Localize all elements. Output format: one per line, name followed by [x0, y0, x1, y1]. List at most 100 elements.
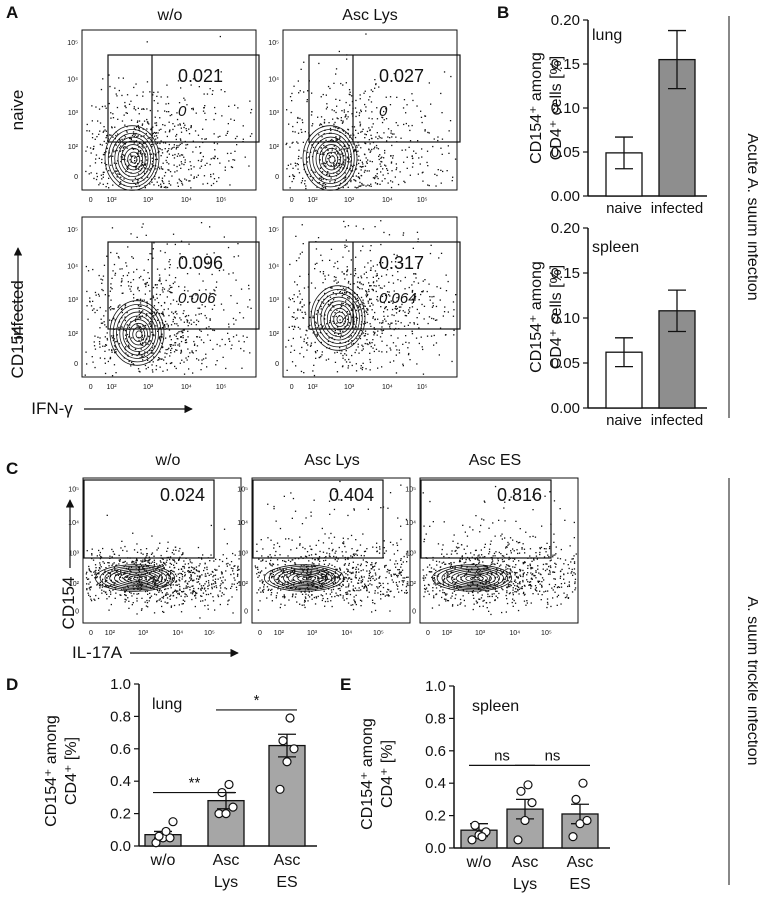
- event-dot: [176, 144, 178, 147]
- event-dot: [345, 354, 348, 356]
- event-dot: [139, 305, 141, 307]
- event-dot: [124, 306, 126, 308]
- event-dot: [323, 583, 326, 585]
- event-dot: [146, 553, 148, 555]
- event-dot: [364, 335, 366, 337]
- event-dot: [324, 579, 326, 582]
- event-dot: [164, 131, 167, 133]
- event-dot: [376, 173, 378, 175]
- event-dot: [159, 565, 161, 567]
- event-dot: [376, 118, 379, 120]
- event-dot: [184, 99, 186, 101]
- event-dot: [371, 118, 373, 120]
- event-dot: [346, 598, 348, 600]
- event-dot: [98, 108, 101, 110]
- event-dot: [374, 79, 376, 81]
- event-dot: [547, 603, 549, 605]
- event-dot: [291, 539, 293, 541]
- event-dot: [155, 368, 157, 371]
- event-dot: [218, 565, 220, 567]
- event-dot: [541, 525, 543, 527]
- event-dot: [202, 155, 204, 158]
- event-dot: [168, 163, 170, 165]
- event-dot: [338, 149, 341, 151]
- event-dot: [183, 565, 185, 568]
- event-dot: [351, 578, 353, 580]
- event-dot: [123, 573, 125, 575]
- event-dot: [108, 170, 110, 172]
- event-dot: [137, 107, 139, 109]
- contour-line: [297, 575, 316, 582]
- event-dot: [325, 165, 327, 167]
- event-dot: [376, 586, 378, 588]
- event-dot: [476, 569, 478, 571]
- event-dot: [343, 293, 345, 296]
- event-dot: [128, 328, 130, 330]
- event-dot: [311, 111, 313, 113]
- event-dot: [321, 577, 323, 579]
- event-dot: [88, 565, 90, 568]
- event-dot: [135, 166, 137, 168]
- event-dot: [233, 573, 235, 575]
- event-dot: [297, 163, 299, 166]
- event-dot: [372, 177, 375, 179]
- event-dot: [356, 294, 358, 296]
- event-dot: [313, 596, 315, 599]
- event-dot: [209, 88, 211, 90]
- event-dot: [179, 124, 181, 126]
- event-dot: [365, 161, 368, 163]
- event-dot: [139, 312, 142, 314]
- panel-a-infected-w/o-events: [84, 222, 252, 377]
- event-dot: [326, 598, 329, 600]
- event-dot: [389, 96, 392, 98]
- event-dot: [136, 325, 138, 327]
- event-dot: [424, 279, 426, 281]
- event-dot: [382, 593, 385, 595]
- event-dot: [99, 581, 101, 583]
- event-dot: [172, 549, 175, 551]
- event-dot: [409, 140, 412, 142]
- event-dot: [343, 161, 345, 163]
- event-dot: [422, 280, 424, 282]
- event-dot: [110, 579, 112, 581]
- event-dot: [96, 172, 98, 175]
- panel-c-asc-es-ytick: 10⁵: [405, 487, 416, 494]
- event-dot: [187, 336, 189, 338]
- event-dot: [205, 593, 208, 596]
- event-dot: [446, 570, 448, 572]
- event-dot: [371, 562, 373, 564]
- event-dot: [295, 165, 297, 167]
- event-dot: [146, 168, 148, 170]
- event-dot: [241, 367, 243, 369]
- event-dot: [411, 93, 413, 95]
- event-dot: [108, 102, 110, 105]
- event-dot: [236, 582, 239, 585]
- event-dot: [170, 352, 172, 354]
- event-dot: [159, 168, 161, 170]
- event-dot: [102, 173, 104, 176]
- event-dot: [371, 309, 373, 311]
- event-dot: [280, 603, 282, 605]
- event-dot: [306, 578, 308, 580]
- event-dot: [128, 566, 130, 568]
- trickle-infection-label: A. suum trickle infection: [744, 597, 758, 766]
- event-dot: [372, 331, 375, 333]
- event-dot: [265, 567, 267, 569]
- event-dot: [378, 158, 380, 161]
- event-dot: [299, 90, 301, 92]
- event-dot: [567, 585, 569, 588]
- event-dot: [167, 102, 170, 105]
- event-dot: [139, 342, 142, 344]
- event-dot: [96, 136, 98, 138]
- event-dot: [154, 580, 156, 582]
- event-dot: [345, 361, 348, 363]
- event-dot: [374, 344, 376, 346]
- event-dot: [108, 74, 110, 76]
- event-dot: [369, 298, 371, 300]
- event-dot: [172, 128, 174, 131]
- event-dot: [157, 319, 159, 321]
- panel-c-asc-lys-ytick: 10²: [238, 581, 249, 588]
- event-dot: [555, 546, 557, 548]
- event-dot: [365, 586, 368, 589]
- event-dot: [169, 566, 171, 568]
